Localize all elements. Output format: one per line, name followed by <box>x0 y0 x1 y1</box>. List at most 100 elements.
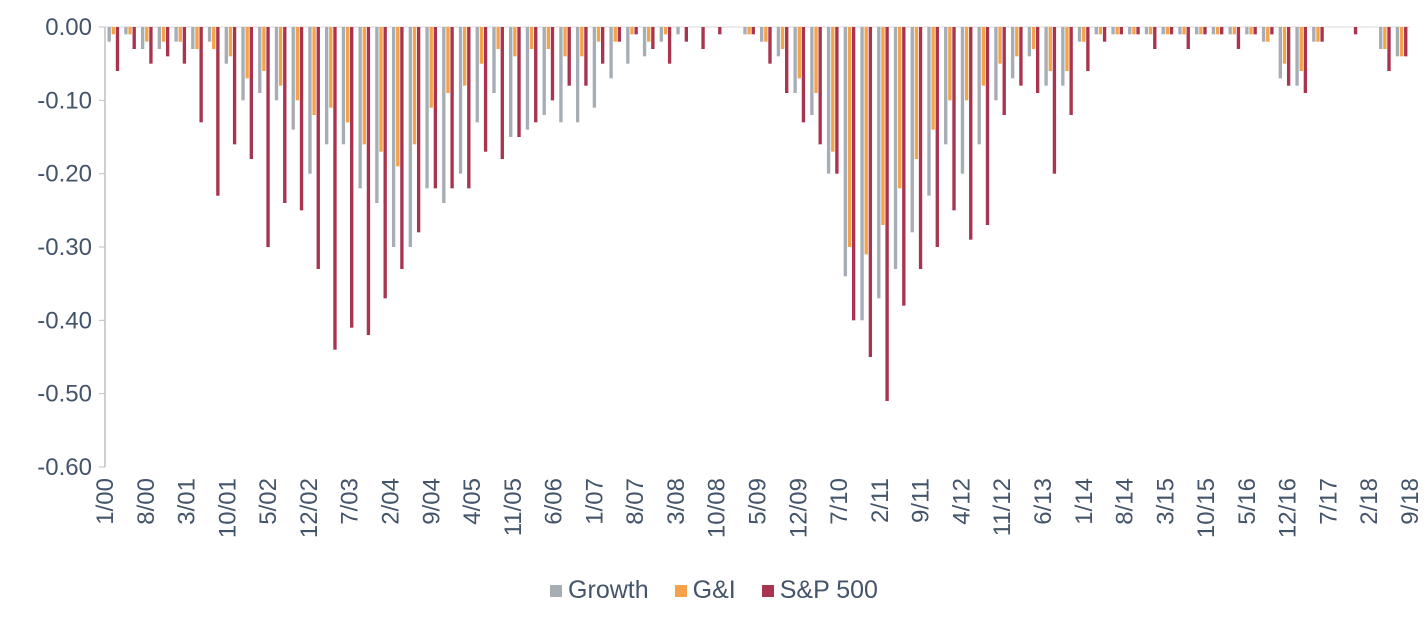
bar-s-p-500 <box>835 27 839 174</box>
x-tick-label: 8/00 <box>133 478 160 525</box>
bar-s-p-500 <box>851 27 856 321</box>
legend-swatch-gi <box>674 584 687 597</box>
bar-g-i <box>1199 27 1203 35</box>
bar-growth <box>1312 27 1316 42</box>
bar-growth <box>977 27 981 145</box>
legend-item-growth[interactable]: Growth <box>550 576 649 605</box>
bar-growth <box>1278 27 1283 79</box>
bar-s-p-500 <box>818 27 822 145</box>
x-tick-label: 11/05 <box>500 478 527 536</box>
bar-g-i <box>412 27 417 145</box>
bar-g-i <box>546 27 551 49</box>
bar-growth <box>542 27 546 115</box>
bar-growth <box>391 27 396 247</box>
x-tick-label: 12/16 <box>1275 478 1302 538</box>
bar-g-i <box>1249 27 1253 35</box>
drawdown-bar-chart: 0.00 -0.10 -0.20 -0.30 -0.40 -0.50 -0.60 1/00 8… <box>37 14 1424 538</box>
bar-g-i <box>1048 27 1052 71</box>
bar-s-p-500 <box>1253 27 1257 35</box>
bar-s-p-500 <box>450 27 454 189</box>
bar-g-i <box>379 27 383 152</box>
bar-g-i <box>245 27 249 79</box>
bar-g-i <box>396 27 400 167</box>
bar-growth <box>140 27 145 49</box>
bar-g-i <box>295 27 300 101</box>
bar-s-p-500 <box>885 27 889 401</box>
x-tick-label: 6/13 <box>1030 478 1057 525</box>
x-tick-label: 7/03 <box>337 478 364 525</box>
x-tick-label: 6/06 <box>541 478 568 525</box>
bar-s-p-500 <box>199 27 203 123</box>
bar-growth <box>676 27 680 35</box>
bar-g-i <box>747 27 751 35</box>
bar-g-i <box>1098 27 1103 35</box>
bar-growth <box>207 27 212 42</box>
y-axis-ticks: 0.00 -0.10 -0.20 -0.30 -0.40 -0.50 -0.60 <box>37 14 105 481</box>
y-tick-label: 0.00 <box>45 14 92 41</box>
bar-g-i <box>1215 27 1220 35</box>
bar-s-p-500 <box>1136 27 1140 35</box>
legend-item-gi[interactable]: G&I <box>674 576 736 605</box>
bar-g-i <box>111 27 116 35</box>
bar-growth <box>442 27 446 203</box>
bar-growth <box>1094 27 1098 35</box>
bar-s-p-500 <box>299 27 304 211</box>
bar-s-p-500 <box>969 27 973 240</box>
bar-growth <box>994 27 998 101</box>
bar-g-i <box>1148 27 1153 35</box>
bar-growth <box>1077 27 1082 42</box>
bar-s-p-500 <box>701 27 705 49</box>
bar-growth <box>927 27 931 196</box>
bar-g-i <box>145 27 149 42</box>
bar-s-p-500 <box>1270 27 1274 35</box>
bar-growth <box>291 27 295 130</box>
bar-g-i <box>178 27 182 42</box>
bar-growth <box>124 27 128 35</box>
bar-growth <box>525 27 530 130</box>
bar-s-p-500 <box>617 27 622 42</box>
x-tick-label: 10/08 <box>704 478 731 538</box>
x-tick-label: 5/09 <box>745 478 772 525</box>
bar-growth <box>1211 27 1216 35</box>
bar-s-p-500 <box>483 27 488 152</box>
bar-s-p-500 <box>651 27 655 49</box>
bar-s-p-500 <box>165 27 170 57</box>
bar-growth <box>877 27 881 299</box>
bar-g-i <box>429 27 433 108</box>
bar-g-i <box>212 27 216 49</box>
bar-growth <box>626 27 630 64</box>
bar-s-p-500 <box>266 27 270 247</box>
bar-g-i <box>613 27 617 42</box>
bar-growth <box>575 27 580 123</box>
bar-s-p-500 <box>433 27 438 189</box>
x-tick-label: 8/14 <box>1112 478 1139 525</box>
bar-s-p-500 <box>1019 27 1023 86</box>
x-tick-label: 1/14 <box>1071 478 1098 525</box>
x-tick-label: 12/09 <box>785 478 812 538</box>
bar-g-i <box>1282 27 1287 64</box>
bar-s-p-500 <box>1035 27 1040 93</box>
bar-s-p-500 <box>350 27 354 328</box>
bar-g-i <box>128 27 132 35</box>
x-tick-label: 2/04 <box>377 478 404 525</box>
bar-growth <box>458 27 463 174</box>
bar-series-group <box>107 27 1408 401</box>
bar-growth <box>408 27 413 247</box>
x-axis-ticks: 1/00 8/00 3/01 10/01 5/02 12/02 7/03 2/04 9/04 4/… <box>92 478 1424 538</box>
bar-s-p-500 <box>316 27 320 269</box>
bar-s-p-500 <box>149 27 153 64</box>
bar-growth <box>826 27 831 174</box>
x-tick-label: 7/17 <box>1315 478 1342 525</box>
bar-g-i <box>1031 27 1036 49</box>
legend-item-sp500[interactable]: S&P 500 <box>761 576 878 605</box>
bar-growth <box>1010 27 1015 79</box>
bar-growth <box>944 27 948 145</box>
bar-g-i <box>964 27 969 101</box>
x-tick-label: 7/10 <box>826 478 853 525</box>
y-tick-label: -0.20 <box>37 161 92 188</box>
bar-growth <box>1144 27 1149 35</box>
x-tick-label: 1/07 <box>581 478 608 525</box>
bar-s-p-500 <box>1203 27 1207 35</box>
bar-growth <box>274 27 279 101</box>
y-tick-label: -0.60 <box>37 454 92 481</box>
